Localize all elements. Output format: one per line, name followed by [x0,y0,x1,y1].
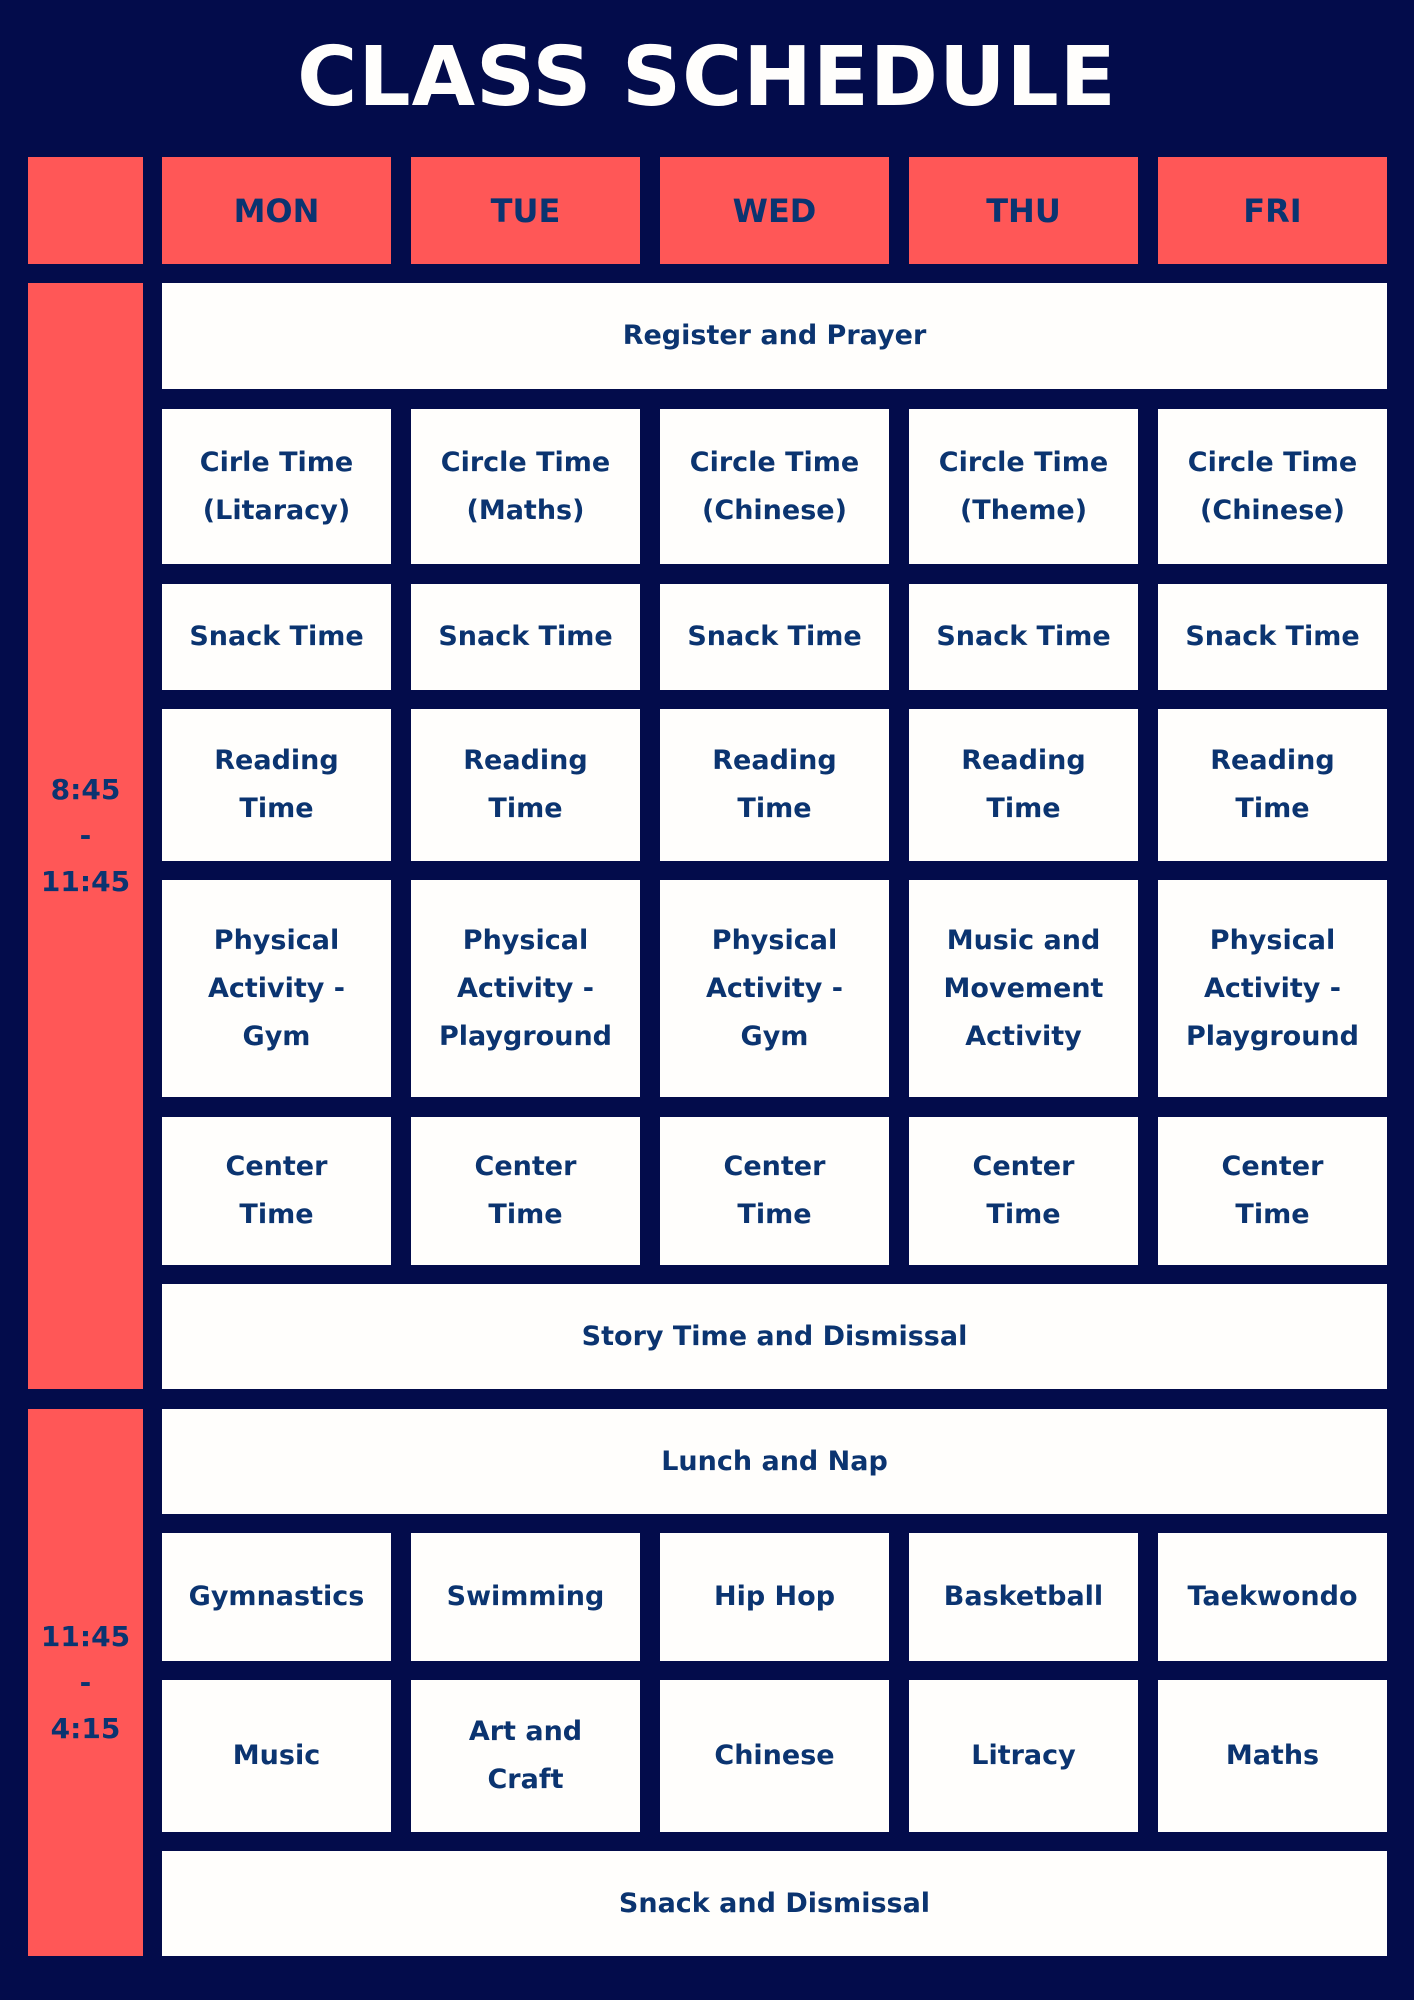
schedule-cell: Circle Time (Theme) [909,409,1138,564]
schedule-cell: Music [162,1680,391,1832]
schedule-cell: Reading Time [411,709,640,861]
page-title: CLASS SCHEDULE [297,30,1117,125]
schedule-cell: Cirle Time (Litaracy) [162,409,391,564]
schedule-cell: Physical Activity - Gym [162,880,391,1097]
schedule-cell: Center Time [1158,1117,1387,1265]
schedule-cell: Hip Hop [660,1533,889,1661]
schedule-cell: Center Time [909,1117,1138,1265]
schedule-cell: Chinese [660,1680,889,1832]
schedule-cell: Maths [1158,1680,1387,1832]
schedule-cell: Physical Activity - Gym [660,880,889,1097]
schedule-cell: Snack Time [909,584,1138,690]
schedule-cell: Litracy [909,1680,1138,1832]
schedule-cell: Center Time [411,1117,640,1265]
schedule-cell: Center Time [162,1117,391,1265]
schedule-cell: Circle Time (Chinese) [1158,409,1387,564]
schedule-cell: Reading Time [162,709,391,861]
schedule-cell: Snack Time [1158,584,1387,690]
time-slot-afternoon: 11:45 - 4:15 [28,1409,143,1956]
day-header-tue: TUE [411,157,640,264]
schedule-cell: Reading Time [909,709,1138,861]
schedule-cell: Reading Time [1158,709,1387,861]
time-slot-morning: 8:45 - 11:45 [28,283,143,1389]
schedule-cell: Physical Activity - Playground [1158,880,1387,1097]
schedule-cell: Basketball [909,1533,1138,1661]
day-header-thu: THU [909,157,1138,264]
day-header-fri: FRI [1158,157,1387,264]
story-time-and-dismissal: Story Time and Dismissal [162,1284,1387,1389]
schedule-cell: Physical Activity - Playground [411,880,640,1097]
lunch-and-nap: Lunch and Nap [162,1409,1387,1514]
schedule-cell: Music and Movement Activity [909,880,1138,1097]
schedule-cell: Snack Time [660,584,889,690]
schedule-cell: Circle Time (Maths) [411,409,640,564]
schedule-cell: Reading Time [660,709,889,861]
schedule-cell: Swimming [411,1533,640,1661]
snack-and-dismissal: Snack and Dismissal [162,1851,1387,1956]
schedule-cell: Snack Time [411,584,640,690]
schedule-cell: Taekwondo [1158,1533,1387,1661]
schedule-cell: Gymnastics [162,1533,391,1661]
day-header-mon: MON [162,157,391,264]
day-header-wed: WED [660,157,889,264]
schedule-cell: Center Time [660,1117,889,1265]
register-and-prayer: Register and Prayer [162,283,1387,389]
schedule-cell: Circle Time (Chinese) [660,409,889,564]
schedule-cell: Art and Craft [411,1680,640,1832]
header-corner [28,157,143,264]
schedule-cell: Snack Time [162,584,391,690]
